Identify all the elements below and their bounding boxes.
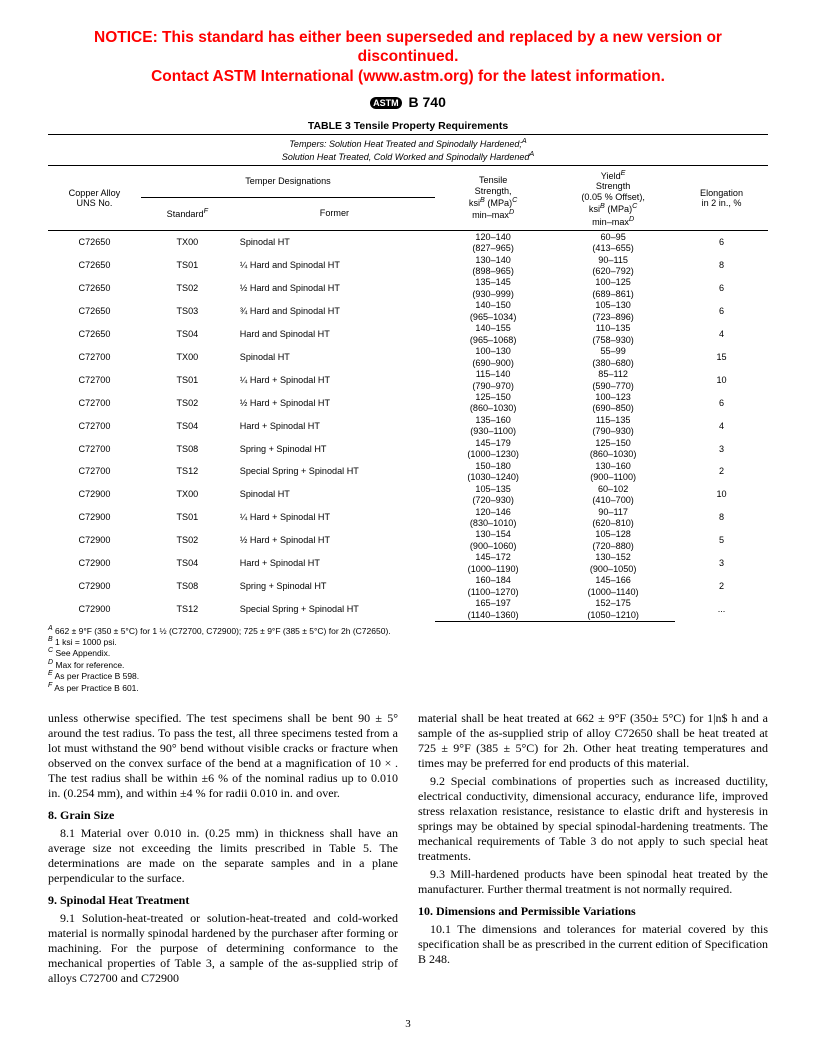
table-row: C72650TS02½ Hard and Spinodal HT135–1451… bbox=[48, 277, 768, 288]
heading-10: 10. Dimensions and Permissible Variation… bbox=[418, 904, 768, 919]
table-row: C72900TS08Spring + Spinodal HT160–184145… bbox=[48, 575, 768, 586]
col-former: Former bbox=[234, 197, 435, 231]
astm-logo: ASTM bbox=[370, 97, 402, 109]
right-column: material shall be heat treated at 662 ± … bbox=[418, 711, 768, 989]
doc-id: B 740 bbox=[409, 94, 446, 110]
col-tensile: TensileStrength,ksiB (MPa)Cmin–maxD bbox=[435, 165, 551, 230]
para-9-3: 9.3 Mill-hardened products have been spi… bbox=[418, 867, 768, 897]
heading-8: 8. Grain Size bbox=[48, 808, 398, 823]
table-row: C72650TS01¼ Hard and Spinodal HT130–1409… bbox=[48, 254, 768, 265]
col-temper-group: Temper Designations bbox=[141, 165, 435, 197]
para-8-1: 8.1 Material over 0.010 in. (0.25 mm) in… bbox=[48, 826, 398, 886]
notice-line1: NOTICE: This standard has either been su… bbox=[94, 29, 722, 65]
table-row: C72900TS02½ Hard + Spinodal HT130–154105… bbox=[48, 529, 768, 540]
col-yield: YieldEStrength(0.05 % Offset),ksiB (MPa)… bbox=[551, 165, 675, 230]
doc-header: ASTM B 740 bbox=[48, 94, 768, 110]
page-number: 3 bbox=[0, 1018, 816, 1030]
table-row: C72900TS12Special Spring + Spinodal HT16… bbox=[48, 598, 768, 609]
notice-banner: NOTICE: This standard has either been su… bbox=[48, 28, 768, 86]
heading-9: 9. Spinodal Heat Treatment bbox=[48, 893, 398, 908]
table-title: TABLE 3 Tensile Property Requirements bbox=[48, 120, 768, 132]
para-9-2: 9.2 Special combinations of properties s… bbox=[418, 774, 768, 864]
table-row: C72650TX00Spinodal HT120–14060–956 bbox=[48, 231, 768, 243]
table-row: C72700TS01¼ Hard + Spinodal HT115–14085–… bbox=[48, 369, 768, 380]
temper-note2: Solution Heat Treated, Cold Worked and S… bbox=[48, 150, 768, 165]
table-row: C72700TS02½ Hard + Spinodal HT125–150100… bbox=[48, 392, 768, 403]
para-9-1: 9.1 Solution-heat-treated or solution-he… bbox=[48, 911, 398, 986]
temper-note1: Tempers: Solution Heat Treated and Spino… bbox=[48, 135, 768, 151]
para-10-1: 10.1 The dimensions and tolerances for m… bbox=[418, 922, 768, 967]
table-row: C72650TS04Hard and Spinodal HT140–155110… bbox=[48, 323, 768, 334]
col-elong: Elongationin 2 in., % bbox=[675, 165, 768, 230]
table-row: C72700TX00Spinodal HT100–13055–9915 bbox=[48, 346, 768, 357]
col-copper: Copper AlloyUNS No. bbox=[48, 165, 141, 230]
table-row: C72900TX00Spinodal HT105–13560–10210 bbox=[48, 483, 768, 494]
table-row: C72700TS08Spring + Spinodal HT145–179125… bbox=[48, 437, 768, 448]
table-footnotes: A 662 ± 9°F (350 ± 5°C) for 1 ½ (C72700,… bbox=[48, 625, 768, 694]
para-cont: unless otherwise specified. The test spe… bbox=[48, 711, 398, 801]
notice-line2: Contact ASTM International (www.astm.org… bbox=[151, 68, 665, 85]
table-row: C72650TS03¾ Hard and Spinodal HT140–1501… bbox=[48, 300, 768, 311]
table-row: C72900TS04Hard + Spinodal HT145–172130–1… bbox=[48, 552, 768, 563]
tensile-table: Tempers: Solution Heat Treated and Spino… bbox=[48, 134, 768, 621]
col-standard: StandardF bbox=[141, 197, 234, 231]
table-row: C72700TS04Hard + Spinodal HT135–160115–1… bbox=[48, 414, 768, 425]
left-column: unless otherwise specified. The test spe… bbox=[48, 711, 398, 989]
table-row: C72900TS01¼ Hard + Spinodal HT120–14690–… bbox=[48, 506, 768, 517]
table-row: C72700TS12Special Spring + Spinodal HT15… bbox=[48, 460, 768, 471]
para-9-1b: material shall be heat treated at 662 ± … bbox=[418, 711, 768, 771]
